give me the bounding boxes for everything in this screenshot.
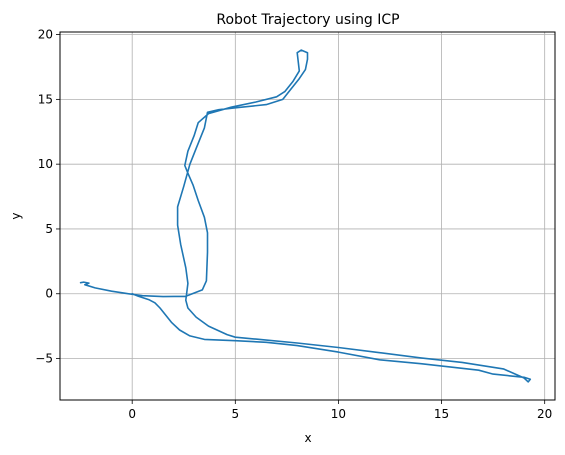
plot-frame — [59, 31, 556, 401]
x-tick-label: 0 — [128, 407, 136, 421]
y-axis-label: y — [9, 212, 23, 219]
chart-title: Robot Trajectory using ICP — [216, 12, 399, 28]
x-tick-label: 15 — [434, 407, 449, 421]
x-axis-ticks: 0 5 10 15 20 — [128, 400, 552, 421]
series-layer — [79, 49, 532, 383]
x-tick-label: 10 — [331, 407, 346, 421]
x-tick-label: 20 — [537, 407, 552, 421]
y-tick-label: 20 — [38, 28, 53, 42]
x-axis-label: x — [304, 431, 311, 445]
y-tick-label: 15 — [38, 92, 53, 106]
grid — [60, 32, 555, 400]
y-tick-label: 5 — [45, 222, 53, 236]
y-tick-label: −5 — [35, 352, 53, 366]
y-tick-label: 0 — [45, 287, 53, 301]
y-axis-ticks: −5 0 5 10 15 20 — [35, 28, 60, 366]
trajectory-line — [79, 49, 532, 383]
y-tick-label: 10 — [38, 157, 53, 171]
x-tick-label: 5 — [231, 407, 239, 421]
